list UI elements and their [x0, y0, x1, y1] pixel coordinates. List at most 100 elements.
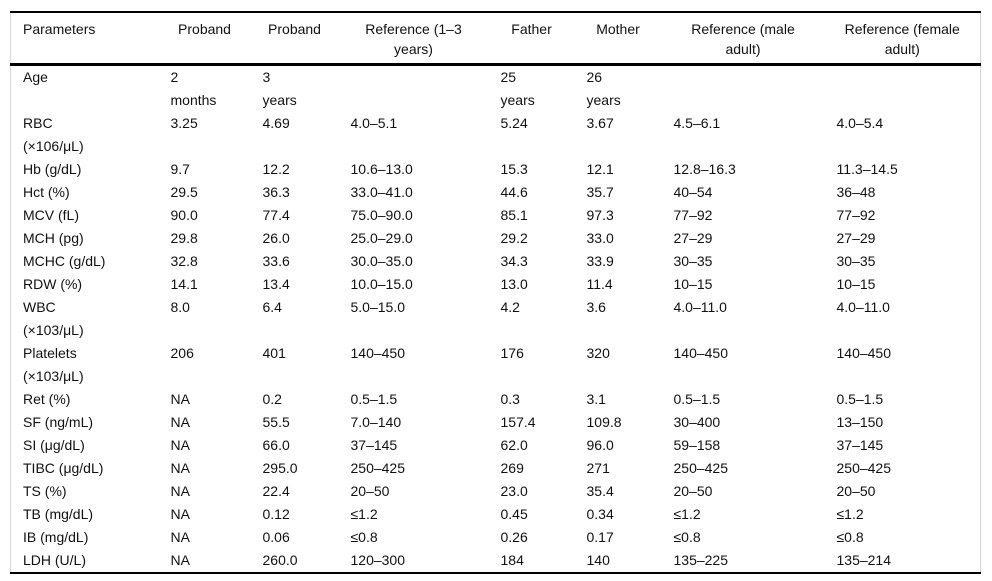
value-cell: 36.3	[262, 184, 290, 200]
value-cell: 33.9	[586, 253, 614, 269]
column-header-reference-1-3-years: Reference (1–3 years)	[338, 12, 489, 66]
value-cell: NA	[170, 437, 190, 453]
value-cell: 20–50	[350, 483, 390, 499]
value-cell: 401	[262, 345, 286, 361]
value-cell: NA	[170, 529, 190, 545]
parameter-cell: TS (%)	[23, 483, 67, 499]
header-row: Parameters Proband Proband Reference (1–…	[10, 12, 981, 66]
value-cell: 5.24	[500, 115, 528, 131]
value-cell: 14.1	[170, 276, 198, 292]
value-cell: 85.1	[500, 207, 528, 223]
column-header-parameters: Parameters	[10, 12, 159, 66]
lab-results-table-container: Parameters Proband Proband Reference (1–…	[10, 11, 981, 574]
value-cell	[339, 65, 489, 113]
value-cell: 4.0–11.0	[836, 299, 890, 315]
value-cell: 12.8–16.3	[673, 161, 736, 177]
value-cell: 44.6	[500, 184, 528, 200]
value-cell	[662, 65, 825, 113]
value-cell: 55.5	[262, 414, 290, 430]
table-header: Parameters Proband Proband Reference (1–…	[10, 12, 981, 66]
parameter-cell: SI (μg/dL)	[23, 437, 85, 453]
table-row: Hct (%) 29.5 36.3 33.0–41.0 44.6 35.7 40–54 36–…	[11, 181, 981, 204]
value-cell: 26.0	[262, 230, 290, 246]
parameter-cell: Hct (%)	[23, 184, 70, 200]
value-cell: 250–425	[350, 460, 406, 476]
table-row: Platelets (×103/μL) 206 401 140–450 176 320 14…	[11, 342, 981, 388]
value-cell: 0.17	[586, 529, 614, 545]
value-cell: 10–15	[673, 276, 713, 292]
value-cell: 269	[500, 460, 524, 476]
parameter-cell: Age	[23, 69, 48, 85]
value-cell: 27–29	[836, 230, 876, 246]
parameter-cell: Platelets (×103/μL)	[23, 345, 84, 384]
parameter-cell: TB (mg/dL)	[23, 506, 94, 522]
value-cell: 140–450	[836, 345, 892, 361]
value-cell: 37–145	[350, 437, 398, 453]
value-cell: ≤0.8	[350, 529, 378, 545]
value-cell: 15.3	[500, 161, 528, 177]
value-cell: 97.3	[586, 207, 614, 223]
value-cell: 0.3	[500, 391, 520, 407]
value-cell: 25.0–29.0	[350, 230, 413, 246]
parameter-cell: RDW (%)	[23, 276, 83, 292]
value-cell: 4.0–5.4	[836, 115, 884, 131]
column-header-proband-1: Proband	[158, 12, 251, 66]
column-header-mother: Mother	[574, 12, 662, 66]
value-cell: 20–50	[673, 483, 713, 499]
value-cell: 4.69	[262, 115, 290, 131]
value-cell: 260.0	[262, 552, 298, 568]
value-cell: 32.8	[170, 253, 198, 269]
value-cell: 2 months	[170, 69, 217, 108]
table-row: IB (mg/dL) NA 0.06 ≤0.8 0.26 0.17 ≤0.8 ≤0.8	[11, 526, 981, 549]
table-row: TIBC (μg/dL) NA 295.0 250–425 269 271 250–425 2…	[11, 457, 981, 480]
value-cell: 34.3	[500, 253, 528, 269]
table-row: MCV (fL) 90.0 77.4 75.0–90.0 85.1 97.3 77–92 77…	[11, 204, 981, 227]
value-cell: 3.6	[586, 299, 606, 315]
parameter-cell: MCV (fL)	[23, 207, 79, 223]
value-cell: 29.2	[500, 230, 528, 246]
value-cell: 271	[586, 460, 610, 476]
value-cell: 77–92	[836, 207, 876, 223]
value-cell: NA	[170, 506, 190, 522]
value-cell: 9.7	[170, 161, 190, 177]
value-cell: 8.0	[170, 299, 190, 315]
value-cell: 0.34	[586, 506, 614, 522]
value-cell: 135–225	[673, 552, 729, 568]
value-cell: 206	[170, 345, 194, 361]
column-header-father: Father	[488, 12, 575, 66]
parameter-cell: MCH (pg)	[23, 230, 84, 246]
column-header-proband-2: Proband	[250, 12, 339, 66]
value-cell: 6.4	[262, 299, 282, 315]
value-cell: 3.67	[586, 115, 614, 131]
value-cell: 135–214	[836, 552, 892, 568]
parameter-cell: WBC (×103/μL)	[23, 299, 84, 338]
value-cell: 0.45	[500, 506, 528, 522]
column-header-reference-male-adult: Reference (male adult)	[661, 12, 825, 66]
value-cell: 4.2	[500, 299, 520, 315]
value-cell: 4.5–6.1	[673, 115, 721, 131]
value-cell: NA	[170, 460, 190, 476]
value-cell: 20–50	[836, 483, 876, 499]
value-cell: 33.0–41.0	[350, 184, 413, 200]
value-cell: 11.3–14.5	[836, 161, 898, 177]
table-row: RDW (%) 14.1 13.4 10.0–15.0 13.0 11.4 10–15 10–…	[11, 273, 981, 296]
parameter-cell: RBC (×106/μL)	[23, 115, 84, 154]
table-row: SF (ng/mL) NA 55.5 7.0–140 157.4 109.8 30–400 1…	[11, 411, 981, 434]
value-cell: 22.4	[262, 483, 290, 499]
value-cell: 30.0–35.0	[350, 253, 413, 269]
value-cell: 0.5–1.5	[673, 391, 721, 407]
value-cell: 37–145	[836, 437, 884, 453]
value-cell: 33.0	[586, 230, 614, 246]
table-body: Age 2 months 3 years 25 years 26 years RBC (×…	[11, 65, 981, 574]
value-cell: 176	[500, 345, 524, 361]
value-cell: NA	[170, 391, 190, 407]
value-cell: ≤0.8	[673, 529, 701, 545]
value-cell: 35.7	[586, 184, 614, 200]
value-cell: 140	[586, 552, 610, 568]
value-cell: 0.06	[262, 529, 290, 545]
value-cell: 13.0	[500, 276, 528, 292]
value-cell: 109.8	[586, 414, 622, 430]
value-cell: 295.0	[262, 460, 298, 476]
value-cell: 5.0–15.0	[350, 299, 406, 315]
value-cell: 0.5–1.5	[836, 391, 884, 407]
